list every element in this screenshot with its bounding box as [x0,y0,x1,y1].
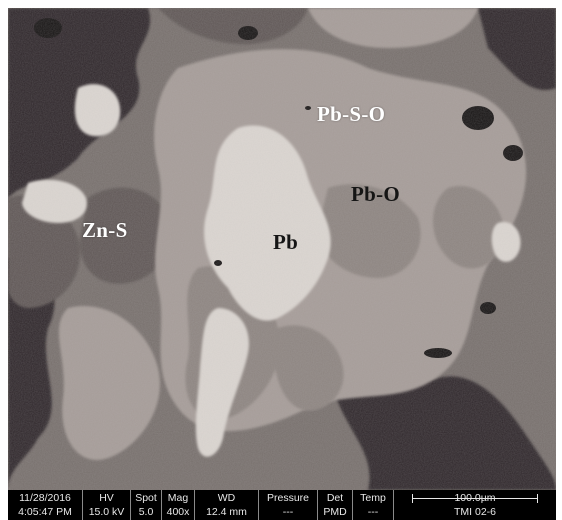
det-value: PMD [323,506,347,518]
hv-cell: HV 15.0 kV [83,490,130,520]
datetime-cell: 11/28/2016 4:05:47 PM [8,490,82,520]
temp-value: --- [367,506,379,518]
scale-cell: 100.0µm TMI 02-6 [394,490,556,520]
micrograph-texture [8,8,556,490]
pressure-cell: Pressure --- [259,490,317,520]
pressure-label: Pressure [266,492,309,504]
wd-value: 12.4 mm [206,506,247,518]
temp-cell: Temp --- [353,490,393,520]
det-cell: Det PMD [318,490,352,520]
time-value: 4:05:47 PM [18,506,72,518]
scale-bar [412,498,538,499]
sample-id: TMI 02-6 [453,506,496,518]
sem-micrograph: Pb-S-O Pb-O Zn-S Pb [8,8,556,490]
label-pb: Pb [273,230,299,254]
wd-cell: WD 12.4 mm [195,490,258,520]
pressure-value: --- [282,506,294,518]
date-value: 11/28/2016 [19,492,71,504]
scale-bar-tick-right [537,494,538,503]
temp-label: Temp [360,492,386,504]
scale-bar-tick-left [412,494,413,503]
det-label: Det [326,492,344,504]
mag-label: Mag [167,492,189,504]
spot-label: Spot [135,492,157,504]
label-pb-s-o: Pb-S-O [317,102,386,126]
label-zn-s: Zn-S [82,218,128,242]
mag-value: 400x [166,506,190,518]
sem-data-bar: 11/28/2016 4:05:47 PM HV 15.0 kV Spot 5.… [8,490,556,520]
wd-label: WD [217,492,236,504]
mag-cell: Mag 400x [162,490,194,520]
spot-cell: Spot 5.0 [131,490,161,520]
label-pb-o: Pb-O [351,182,401,206]
hv-label: HV [99,492,114,504]
hv-value: 15.0 kV [88,506,125,518]
spot-value: 5.0 [138,506,154,518]
